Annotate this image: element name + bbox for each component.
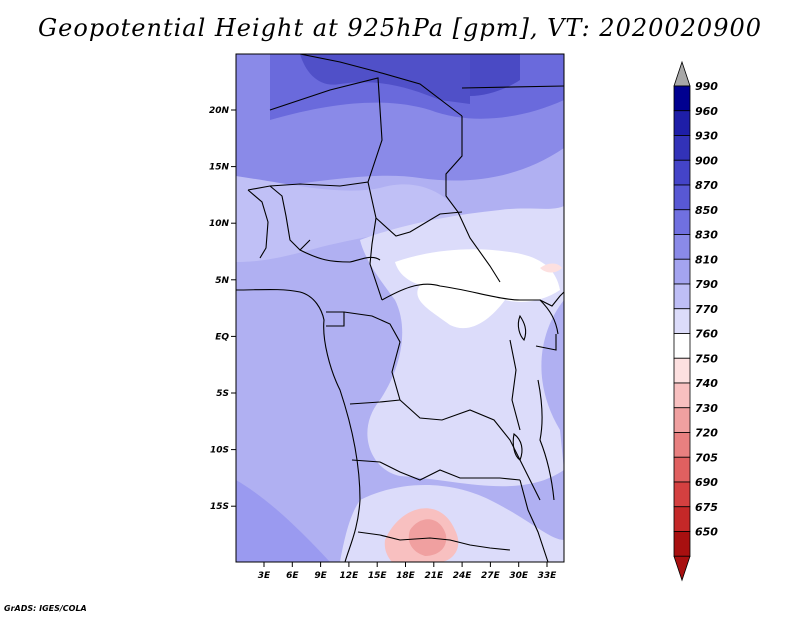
longitude-labels: 3E 6E 9E 12E 15E 18E 21E 24E 27E 30E 33E — [258, 571, 557, 581]
colorbar-swatch — [673, 432, 691, 458]
lon-label: 9E — [314, 571, 327, 581]
lon-label: 33E — [538, 571, 558, 581]
map-frame — [235, 53, 565, 563]
lon-label: 6E — [286, 571, 299, 581]
colorbar-swatch — [673, 258, 691, 285]
colorbar-label: 850 — [695, 204, 718, 217]
colorbar-label: 750 — [695, 352, 718, 365]
colorbar-swatch — [673, 481, 691, 508]
lat-label: 10S — [210, 446, 229, 456]
colorbar-label: 960 — [695, 105, 718, 118]
colorbar-swatch — [673, 382, 691, 409]
colorbar-label: 650 — [695, 526, 718, 539]
colorbar-label: 790 — [695, 278, 718, 291]
colorbar-label: 720 — [695, 427, 718, 440]
lon-label: 30E — [509, 571, 529, 581]
lon-label: 24E — [453, 571, 473, 581]
colorbar-label: 990 — [695, 80, 718, 93]
colorbar-bottom-arrow — [673, 555, 691, 582]
colorbar-swatch — [673, 333, 691, 359]
colorbar-label: 690 — [695, 476, 718, 489]
colorbar: 990 960 930 900 870 850 830 810 790 770 760 750 740 7… — [673, 60, 718, 582]
colorbar-swatch — [673, 407, 691, 433]
colorbar-label: 830 — [695, 229, 718, 242]
lat-label: 5S — [216, 389, 229, 399]
grads-credit: GrADS: IGES/COLA — [4, 604, 87, 613]
colorbar-swatch — [673, 209, 691, 235]
lat-label: 15S — [210, 502, 229, 512]
colorbar-swatch — [673, 456, 691, 483]
colorbar-swatch — [673, 184, 691, 211]
lon-label: 3E — [258, 571, 271, 581]
lat-label: 5N — [215, 276, 229, 286]
colorbar-swatch — [673, 85, 691, 112]
colorbar-top-arrow — [673, 60, 691, 87]
colorbar-label: 870 — [695, 179, 718, 192]
colorbar-label: 930 — [695, 130, 718, 143]
lat-label: EQ — [215, 332, 229, 342]
height-field — [236, 54, 564, 562]
lon-label: 15E — [368, 571, 388, 581]
colorbar-label: 730 — [695, 402, 718, 415]
axis-ticks — [231, 109, 548, 567]
colorbar-swatch — [673, 135, 691, 161]
colorbar-label: 705 — [695, 451, 718, 464]
map-title: Geopotential Height at 925hPa [gpm], VT:… — [38, 14, 762, 42]
colorbar-label: 810 — [695, 253, 718, 266]
lon-label: 21E — [424, 571, 444, 581]
colorbar-swatch — [673, 531, 691, 557]
colorbar-swatch — [673, 110, 691, 136]
latitude-labels: 20N 15N 10N 5N EQ 5S 10S 15S — [209, 106, 230, 512]
colorbar-label: 770 — [695, 303, 718, 316]
colorbar-label: 760 — [695, 328, 718, 341]
lon-label: 27E — [481, 571, 501, 581]
lat-label: 15N — [209, 163, 230, 173]
colorbar-swatch — [673, 357, 691, 384]
country-borders — [236, 54, 564, 562]
colorbar-swatch — [673, 283, 691, 310]
colorbar-swatch — [673, 159, 691, 186]
colorbar-swatch — [673, 308, 691, 334]
colorbar-label: 675 — [695, 501, 718, 514]
lat-label: 10N — [209, 219, 230, 229]
colorbar-swatch — [673, 234, 691, 260]
colorbar-label: 740 — [695, 377, 718, 390]
colorbar-swatch — [673, 506, 691, 532]
lon-label: 12E — [340, 571, 360, 581]
lon-label: 18E — [396, 571, 416, 581]
colorbar-label: 900 — [695, 154, 718, 167]
lat-label: 20N — [209, 106, 230, 116]
